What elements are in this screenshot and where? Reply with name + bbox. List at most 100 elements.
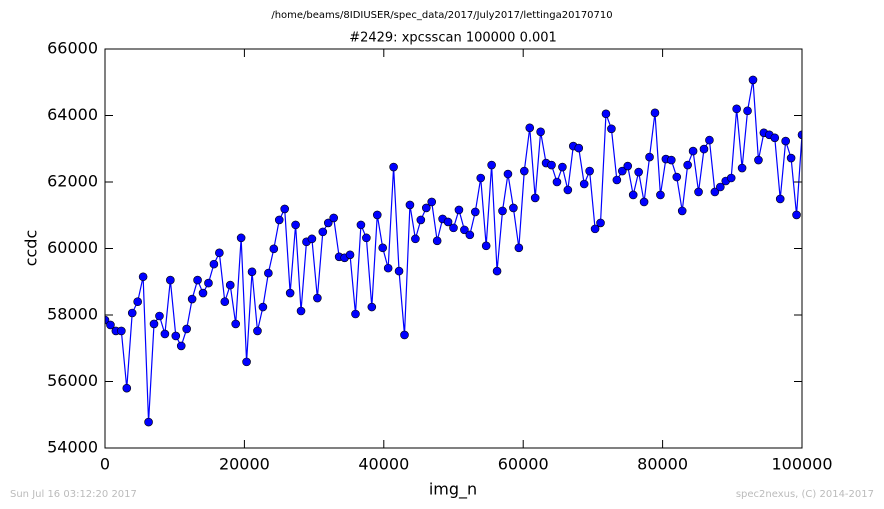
data-point (596, 218, 605, 228)
data-point (318, 227, 328, 237)
data-point (737, 163, 747, 173)
data-point (558, 162, 567, 172)
timestamp: Sun Jul 16 03:12:20 2017 (10, 489, 137, 500)
axes-frame (104, 48, 803, 449)
y-axis-label: ccdc (22, 230, 41, 267)
data-point (607, 124, 616, 134)
data-point (351, 309, 360, 319)
x-tick-label: 0 (100, 455, 110, 474)
y-tick-label: 66000 (47, 39, 98, 58)
data-point (416, 215, 426, 225)
y-tick-label: 54000 (47, 438, 98, 457)
data-point (253, 326, 262, 336)
data-point (285, 288, 295, 298)
data-point (171, 331, 181, 341)
data-point (421, 203, 431, 213)
x-axis-label: img_n (429, 480, 477, 500)
data-point (590, 224, 600, 234)
x-tick-label: 20000 (219, 455, 270, 474)
data-point (732, 104, 741, 114)
data-point (797, 130, 802, 140)
data-point (209, 259, 219, 269)
x-tick-label: 80000 (637, 455, 688, 474)
data-point (362, 233, 371, 243)
data-point (547, 160, 556, 170)
data-point (176, 341, 186, 351)
data-point (460, 225, 469, 235)
data-point (242, 357, 251, 367)
data-point (345, 250, 355, 260)
data-point (138, 272, 148, 282)
data-point (754, 155, 763, 165)
data-point (182, 324, 191, 334)
data-point (225, 280, 235, 290)
data-point (280, 204, 289, 214)
data-point (705, 135, 714, 145)
data-point (231, 319, 240, 329)
data-line (105, 79, 802, 423)
data-point (470, 207, 480, 217)
data-point (454, 205, 464, 215)
data-point (688, 146, 698, 156)
data-point (443, 217, 453, 227)
data-point (639, 197, 649, 207)
y-tick-label: 62000 (47, 172, 98, 191)
data-point (367, 302, 377, 312)
y-tick-label: 60000 (47, 238, 98, 257)
data-point (786, 153, 796, 163)
data-point (106, 320, 115, 330)
data-point (716, 182, 725, 192)
x-tick-label: 60000 (498, 455, 549, 474)
data-point (220, 297, 230, 307)
data-point (645, 152, 654, 162)
data-point (667, 155, 676, 165)
data-point (656, 190, 665, 200)
data-point (710, 187, 720, 197)
data-point (612, 175, 622, 185)
data-point (618, 166, 627, 176)
data-point (427, 197, 437, 207)
data-point (187, 294, 197, 304)
data-point (509, 203, 518, 213)
data-point (405, 200, 415, 210)
suptitle: /home/beams/8IDIUSER/spec_data/2017/July… (271, 10, 612, 21)
data-point (726, 173, 736, 183)
data-point (563, 185, 573, 195)
data-point (372, 210, 382, 220)
data-point (481, 241, 491, 251)
data-point (274, 215, 284, 225)
x-tick-label: 40000 (358, 455, 409, 474)
data-point (296, 306, 306, 316)
data-point (449, 223, 458, 233)
data-point (579, 179, 589, 189)
data-point (552, 177, 562, 187)
data-point (683, 160, 692, 170)
data-point (487, 160, 496, 170)
data-point (503, 169, 513, 179)
data-point (585, 166, 594, 176)
data-point (465, 230, 475, 240)
data-point (792, 210, 801, 220)
data-point (236, 233, 246, 243)
data-point (775, 194, 785, 204)
data-point (677, 206, 687, 216)
data-point (198, 288, 208, 298)
data-point (411, 234, 420, 244)
data-point (492, 266, 502, 276)
data-point (215, 248, 224, 258)
data-point (623, 161, 633, 171)
data-point (323, 218, 333, 228)
data-point (378, 243, 388, 253)
data-point (389, 162, 398, 172)
data-point (514, 243, 524, 253)
data-point (574, 143, 584, 153)
chart-title: #2429: xpcsscan 100000 0.001 (349, 31, 557, 46)
data-point (770, 133, 780, 143)
data-point (155, 311, 164, 321)
data-point (476, 173, 486, 183)
data-point (519, 166, 529, 176)
data-point (498, 206, 507, 216)
data-point (699, 144, 709, 154)
